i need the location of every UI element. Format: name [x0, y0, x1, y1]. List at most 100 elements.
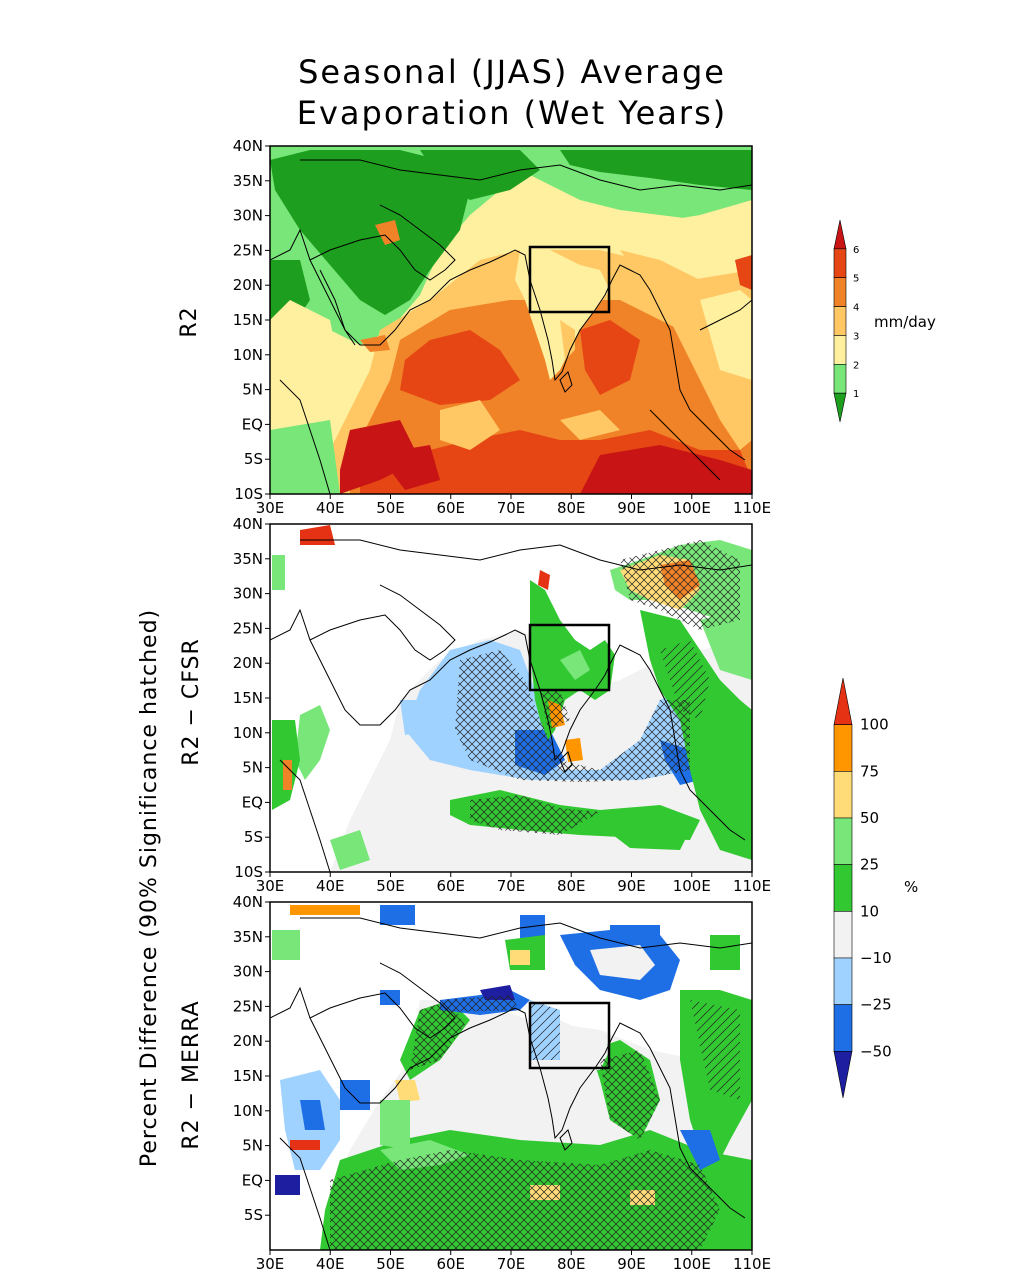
colorbar-pct-label: 75	[860, 762, 879, 780]
lat-tick-label: 30N	[233, 963, 263, 981]
lon-tick-label: 80E	[557, 877, 586, 895]
lat-tick-label: 15N	[233, 311, 263, 329]
lat-tick-label: 5S	[244, 1206, 263, 1224]
panel-merra: 40N 35N 30N 25N 20N 15N 10N 5N EQ 5S 30E 40E 50E 60E 7…	[233, 893, 771, 1273]
lat-tick-label: 10N	[233, 346, 263, 364]
lat-tick-label: 35N	[233, 550, 263, 568]
colorbar-pct-label: −25	[860, 996, 892, 1014]
colorbar-evap-label: 5	[853, 274, 859, 285]
lat-tick-label: 10N	[233, 1102, 263, 1120]
colorbar-pct: 100 75 50 25 10 −10 −25 −50 %	[833, 677, 918, 1099]
colorbar-pct-segment	[833, 1051, 853, 1099]
colorbar-pct-label: 25	[860, 856, 879, 874]
lat-tick-label: 20N	[233, 1032, 263, 1050]
row-label-cfsr: R2 − CFSR	[179, 638, 204, 766]
lat-tick-label: 5N	[242, 381, 263, 399]
colorbar-pct-label: 100	[860, 716, 889, 734]
colorbar-pct-segment	[833, 677, 853, 725]
lon-tick-label: 50E	[376, 877, 405, 895]
colorbar-pct-label: 50	[860, 809, 879, 827]
lat-tick-label: 5N	[242, 759, 263, 777]
colorbar-pct-segment	[833, 864, 853, 912]
colorbar-pct-label: −10	[860, 949, 892, 967]
lat-tick-label: 35N	[233, 928, 263, 946]
cfsr-coastlines	[270, 539, 752, 872]
lat-tick-label: EQ	[242, 415, 263, 433]
lat-tick-label: 25N	[233, 241, 263, 259]
figure-title-line1: Seasonal (JJAS) Average	[298, 53, 726, 91]
colorbar-evap-segment	[833, 277, 847, 307]
lon-tick-label: 40E	[316, 1255, 345, 1273]
cfsr-region-box	[528, 623, 611, 692]
colorbar-pct-segment	[833, 724, 853, 772]
colorbar-pct-segment	[833, 1004, 853, 1052]
colorbar-evap-segment	[833, 335, 847, 365]
lat-tick-label: 20N	[233, 276, 263, 294]
colorbar-evap-label: 1	[853, 389, 859, 400]
lon-tick-label: 100E	[673, 877, 711, 895]
lat-tick-label: 10S	[234, 485, 263, 503]
lat-tick-label: 5S	[244, 828, 263, 846]
colorbar-evap-unit: mm/day	[874, 313, 936, 331]
colorbar-evap-label: 4	[853, 303, 859, 314]
lon-tick-label: 70E	[497, 877, 526, 895]
lat-tick-label: 35N	[233, 172, 263, 190]
figure-title-line2: Evaporation (Wet Years)	[297, 94, 727, 132]
lat-tick-label: EQ	[242, 793, 263, 811]
r2-field	[270, 146, 752, 494]
lon-tick-label: 30E	[256, 499, 285, 517]
lon-tick-label: 90E	[617, 877, 646, 895]
lon-tick-label: 60E	[436, 877, 465, 895]
r2-coastlines	[270, 159, 752, 494]
lon-tick-label: 30E	[256, 1255, 285, 1273]
lon-tick-label: 30E	[256, 877, 285, 895]
colorbar-pct-labels: 100 75 50 25 10 −10 −25 −50	[860, 716, 892, 1061]
colorbar-pct-segments	[833, 677, 853, 1099]
lat-tick-label: 5N	[242, 1137, 263, 1155]
lon-tick-label: 110E	[733, 877, 771, 895]
lat-tick-label: 10N	[233, 724, 263, 742]
colorbar-evap-label: 2	[853, 360, 859, 371]
lon-tick-label: 100E	[673, 499, 711, 517]
colorbar-evap-label: 3	[853, 331, 859, 342]
lon-tick-label: 80E	[557, 1255, 586, 1273]
merra-region-box	[528, 1001, 611, 1070]
colorbar-pct-segment	[833, 771, 853, 819]
r2-region-box	[528, 245, 611, 314]
row-label-r2: R2	[177, 306, 202, 337]
lat-tick-label: 25N	[233, 619, 263, 637]
lat-tick-label: EQ	[242, 1171, 263, 1189]
lon-tick-label: 80E	[557, 499, 586, 517]
colorbar-evap-segment	[833, 392, 847, 423]
lon-tick-label: 50E	[376, 499, 405, 517]
lon-tick-label: 110E	[733, 499, 771, 517]
lon-tick-label: 60E	[436, 1255, 465, 1273]
merra-coastlines	[270, 917, 752, 1250]
lon-tick-label: 40E	[316, 877, 345, 895]
lon-tick-label: 90E	[617, 1255, 646, 1273]
colorbar-evap-segment	[833, 248, 847, 279]
lon-tick-label: 70E	[497, 499, 526, 517]
colorbar-pct-unit: %	[904, 878, 918, 896]
lat-tick-label: 30N	[233, 207, 263, 225]
colorbar-evap-segment	[833, 219, 847, 250]
colorbar-evap-labels: 1 2 3 4 5 6	[853, 245, 859, 400]
lon-tick-label: 100E	[673, 1255, 711, 1273]
lat-tick-label: 5S	[244, 450, 263, 468]
lat-tick-label: 20N	[233, 654, 263, 672]
colorbar-evap-segments	[833, 219, 847, 423]
lon-tick-label: 60E	[436, 499, 465, 517]
lat-tick-label: 40N	[233, 137, 263, 155]
row-label-merra: R2 − MERRA	[179, 1000, 204, 1149]
colorbar-evap-segment	[833, 363, 847, 394]
lat-tick-label: 10S	[234, 863, 263, 881]
lon-tick-label: 70E	[497, 1255, 526, 1273]
lon-tick-label: 50E	[376, 1255, 405, 1273]
lon-tick-label: 40E	[316, 499, 345, 517]
lon-tick-label: 110E	[733, 1255, 771, 1273]
colorbar-evap: 1 2 3 4 5 6 mm/day	[833, 219, 936, 423]
